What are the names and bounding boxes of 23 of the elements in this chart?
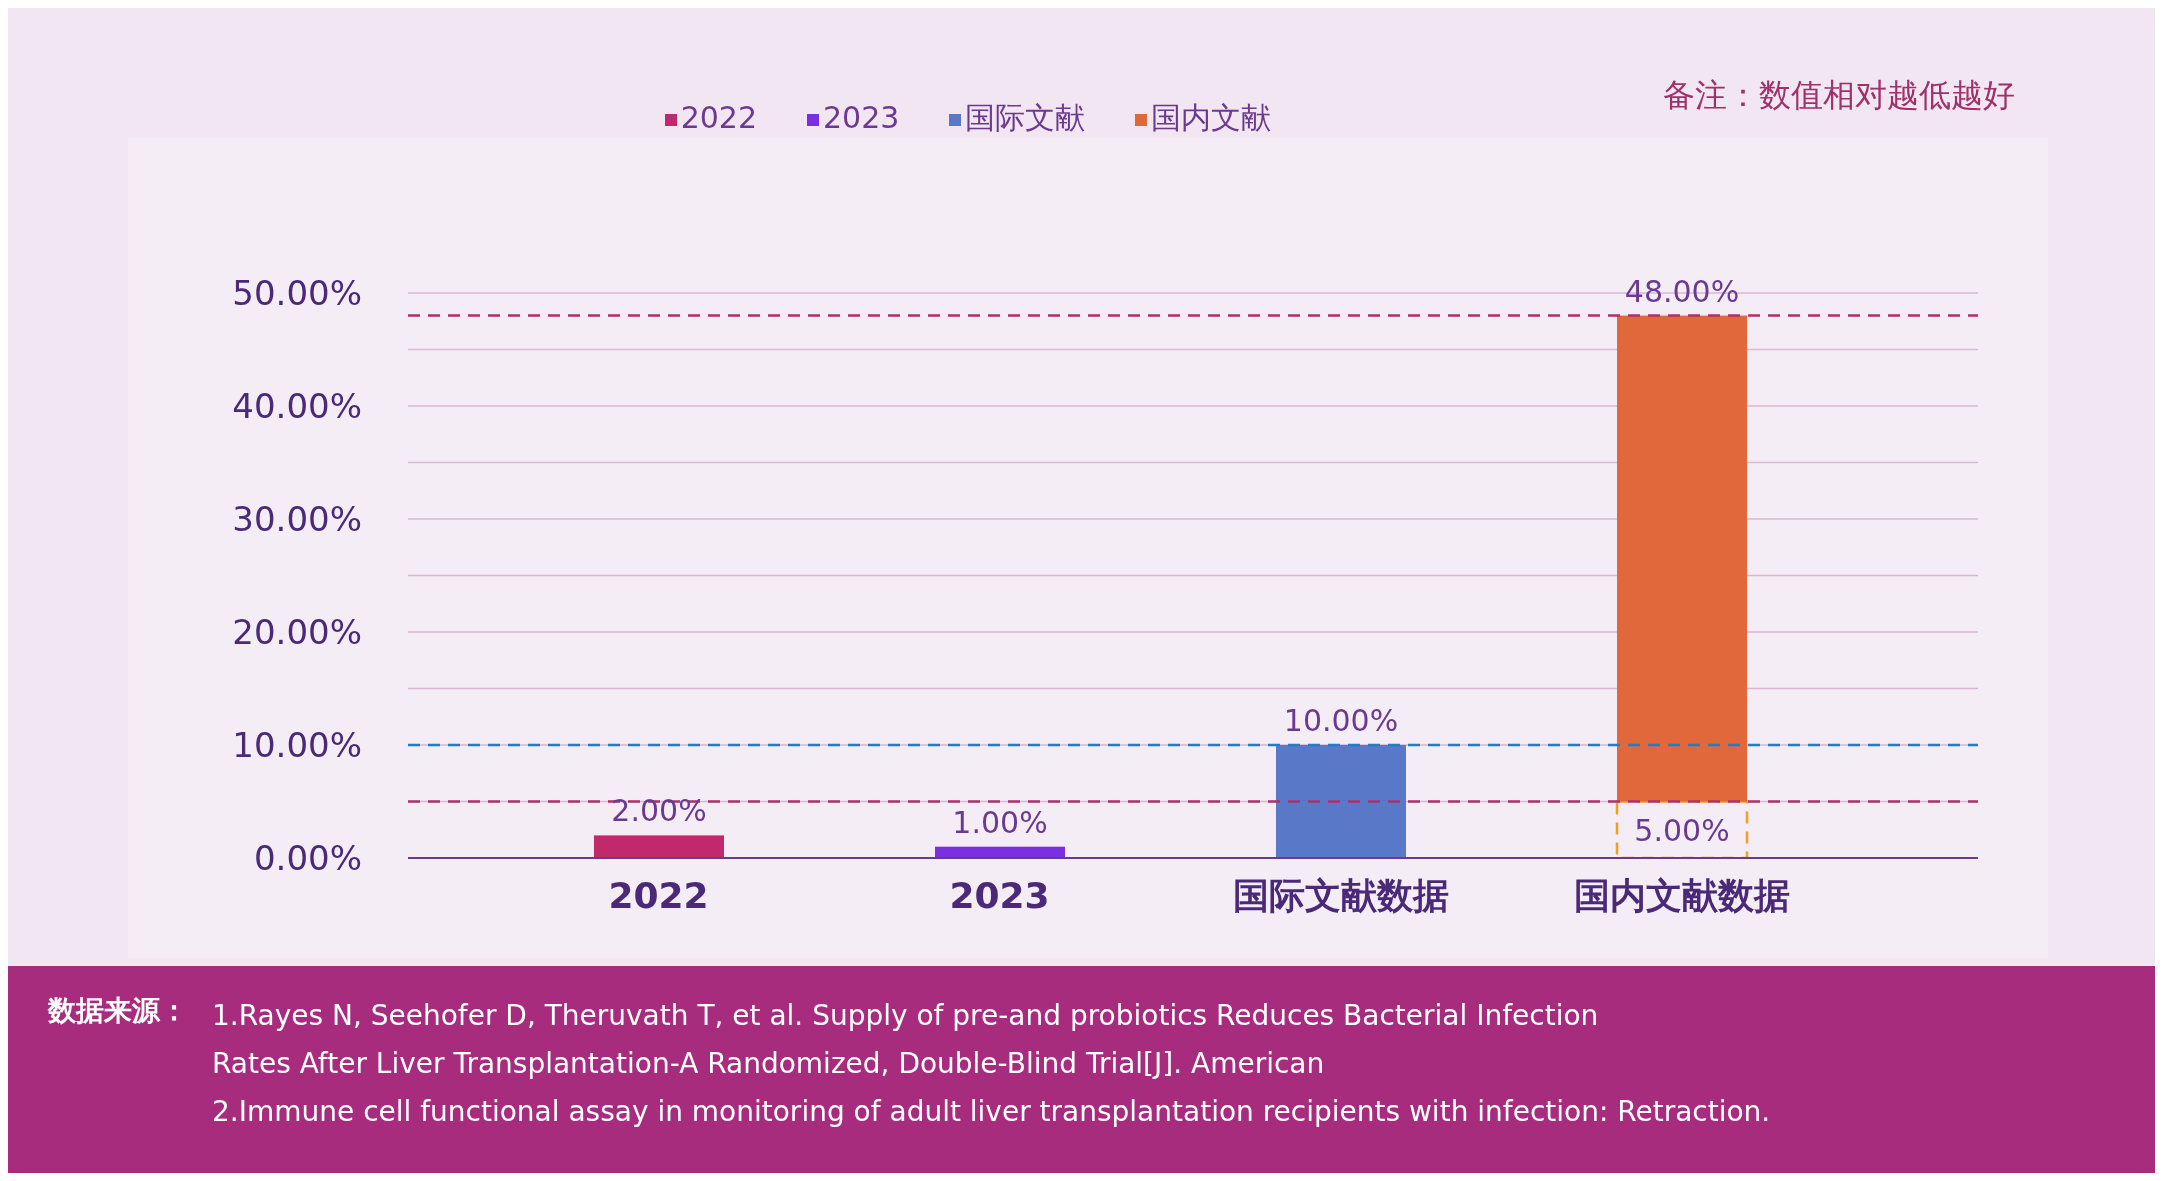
y-tick-label: 30.00% <box>232 499 362 540</box>
source-note: 数据来源： <box>48 993 188 1029</box>
x-tick-label: 2022 <box>608 874 709 916</box>
x-tick-label: 2023 <box>949 874 1050 916</box>
text: 1.Rayes N, Seehofer D, Theruvath T, et al. Supply of pre-and probiotics Reduces Bacterial Infection Rates After Liver Transplantation-A Randomized, Double-Blind Trial[J]. American <box>212 998 1600 1082</box>
y-tick-label: 50.00% <box>232 273 362 314</box>
y-tick-label: 10.00% <box>232 725 362 766</box>
x-tick-label: 国内文献数据 <box>1573 874 1790 916</box>
y-tick-label: 40.00% <box>232 386 362 427</box>
legend-label: 2022 <box>680 100 757 135</box>
legend-label: 国内文献 <box>1151 100 1272 135</box>
total-label: 48.00% <box>1624 273 1740 309</box>
data-label: 5.00% <box>1634 812 1730 848</box>
text: 2.Immune cell functional assay in monitoring of adult liver transplantation recipients with infection: Retraction. <box>212 1094 1771 1130</box>
text: 备注：数值相对越低越好 <box>1663 75 2015 116</box>
legend-label: 国际文献 <box>965 100 1086 135</box>
y-tick-label: 0.00% <box>253 838 362 879</box>
data-label: 10.00% <box>1283 703 1399 738</box>
data-label: 1.00% <box>952 804 1048 840</box>
x-tick-label: 国际文献数据 <box>1232 874 1449 916</box>
legend-label: 2023 <box>823 100 900 135</box>
data-label: 2.00% <box>611 793 707 829</box>
y-tick-label: 20.00% <box>232 612 362 653</box>
